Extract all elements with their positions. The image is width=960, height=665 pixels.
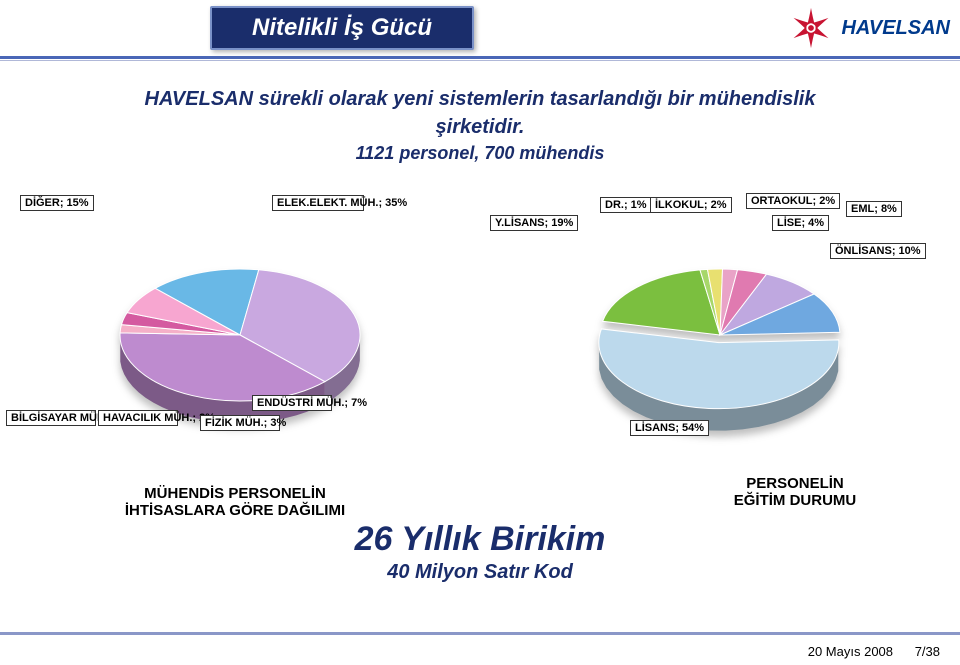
pie-label: DR.; 1% [600,197,652,213]
footer: 20 Mayıs 2008 7/38 [808,644,940,659]
pie-label: ELEK.ELEKT. MÜH.; 35% [272,195,364,211]
pie-label: Y.LİSANS; 19% [490,215,578,231]
charts-row: DİĞER; 15% ELEK.ELEKT. MÜH.; 35% BİLGİSAYA… [0,195,960,455]
footer-date: 20 Mayıs 2008 [808,644,893,659]
brand-logo: HAVELSAN [787,4,950,52]
rule-top-2 [0,60,960,61]
pie-label: ORTAOKUL; 2% [746,193,840,209]
pie-label: LİSANS; 54% [630,420,709,436]
pie-label: ENDÜSTRİ MÜH.; 7% [252,395,332,411]
right-caption: PERSONELİN EĞİTİM DURUMU [720,475,870,509]
pie-label: DİĞER; 15% [20,195,94,211]
rule-top [0,56,960,59]
intro-line1: HAVELSAN sürekli olarak yeni sistemlerin… [100,85,860,141]
brand-text: HAVELSAN [841,17,950,40]
pie-label: HAVACILIK MÜH.; 2% [98,410,178,426]
title-bar: Nitelikli İş Gücü [210,6,474,50]
pie-label: ÖNLİSANS; 10% [830,243,926,259]
pie-label: EML; 8% [846,201,902,217]
footer-page: 7/38 [915,644,940,659]
big-line1: 26 Yıllık Birikim [0,520,960,559]
left-caption: MÜHENDİS PERSONELİN İHTİSASLARA GÖRE DAĞ… [115,485,355,519]
big-line2: 40 Milyon Satır Kod [0,561,960,584]
intro-line2: 1121 personel, 700 mühendis [100,141,860,166]
big-text: 26 Yıllık Birikim 40 Milyon Satır Kod [0,520,960,584]
title-text: Nitelikli İş Gücü [252,14,432,41]
pie-label: İLKOKUL; 2% [650,197,732,213]
slide-root: Nitelikli İş Gücü HAVELSAN HAVELSAN süre… [0,0,960,665]
engineers-pie: DİĞER; 15%ELEK.ELEKT. MÜH.; 35%BİLGİSAYA… [20,195,460,455]
pie-label: LİSE; 4% [772,215,829,231]
pie-label: BİLGİSAYAR MÜH.; 38% [6,410,96,426]
star-icon [787,4,835,52]
education-pie: Y.LİSANS; 19%DR.; 1%İLKOKUL; 2%ORTAOKUL;… [500,195,940,455]
pie-label: FİZİK MÜH.; 3% [200,415,280,431]
rule-bottom [0,632,960,635]
intro-block: HAVELSAN sürekli olarak yeni sistemlerin… [100,85,860,166]
